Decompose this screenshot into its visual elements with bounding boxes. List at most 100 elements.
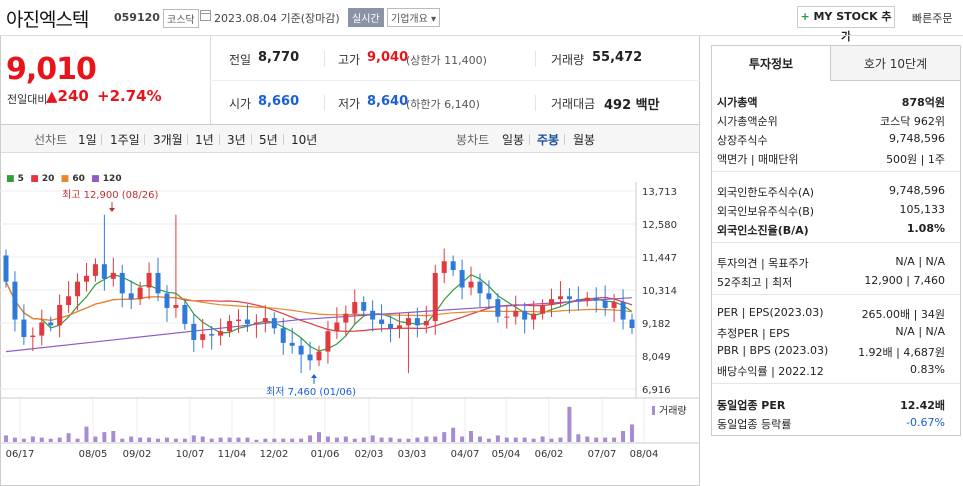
invest-row-key: 외국인보유주식수(B): [717, 205, 815, 218]
volume-bar: [218, 437, 223, 442]
period-sep: [101, 134, 102, 145]
invest-row: 동일업종 등락률 -0.67%: [717, 416, 945, 432]
period-sep: [251, 134, 252, 145]
volume-bar: [621, 431, 626, 442]
invest-row: 동일업종 PER 12.42배: [717, 397, 945, 413]
volume-bar: [504, 437, 509, 442]
volume-bar: [477, 436, 482, 442]
volume-bar: [451, 427, 456, 442]
invest-row-key: 외국인소진율(B/A): [717, 224, 809, 237]
x-tick-label: 08/04: [630, 449, 659, 460]
period-1d[interactable]: 1일: [78, 133, 97, 147]
amount-value: 492 백만: [604, 98, 660, 113]
period-3y[interactable]: 3년: [227, 133, 246, 147]
volume-bar: [182, 438, 187, 442]
invest-row: PER | EPS(2023.03) 265.00배 | 34원: [717, 306, 945, 322]
candle-body: [271, 318, 277, 329]
change-percent: +2.74%: [97, 87, 162, 105]
candle-body: [414, 318, 420, 326]
x-tick-label: 04/07: [451, 449, 480, 460]
period-5y[interactable]: 5년: [259, 133, 278, 147]
candle-daily[interactable]: 일봉: [502, 133, 525, 147]
candle-body: [57, 304, 63, 326]
period-10y[interactable]: 10년: [291, 133, 318, 147]
invest-row: 52주최고 | 최저 12,900 | 7,460: [717, 274, 945, 290]
candle-body: [602, 300, 608, 308]
company-overview-dropdown[interactable]: 기업개요 ▾: [387, 8, 440, 27]
ma60-label: 60: [72, 174, 85, 184]
candle-body: [155, 272, 161, 294]
candle-body: [3, 255, 9, 282]
ma-legend: ■ 5 ■ 20 ■ 60 ■ 120: [6, 174, 122, 184]
volume-bar: [585, 436, 590, 442]
current-price: 9,010: [6, 52, 97, 87]
quick-order-button[interactable]: 빠른주문: [912, 12, 953, 25]
tab-underline: [831, 80, 961, 81]
y-tick-label: 9,182: [642, 319, 671, 330]
realtime-button[interactable]: 실시간: [348, 8, 384, 27]
volume-bar: [290, 438, 295, 442]
period-sep: [219, 134, 220, 145]
candle-weekly[interactable]: 주봉: [537, 133, 560, 147]
volume-bar: [460, 436, 465, 442]
add-mystock-button[interactable]: + MY STOCK 추가: [797, 6, 895, 43]
invest-row: 액면가 | 매매단위 500원 | 1주: [717, 151, 945, 167]
invest-row: 외국인한도주식수(A) 9,748,596: [717, 184, 945, 200]
period-3m[interactable]: 3개월: [153, 133, 183, 147]
stock-code: 059120: [114, 11, 160, 24]
volume-bar: [39, 437, 44, 442]
volume-bar: [102, 432, 107, 442]
candle-body: [388, 323, 394, 329]
x-tick-label: 10/07: [176, 449, 205, 460]
candle-body: [620, 302, 626, 320]
candle-body: [316, 351, 322, 361]
invest-divider: [712, 294, 960, 295]
candle-body: [191, 323, 197, 340]
volume-bar: [245, 437, 250, 442]
invest-divider: [712, 383, 960, 384]
volume-bar: [567, 406, 572, 442]
tab-hoga-10[interactable]: 호가 10단계: [830, 45, 961, 81]
candle-body: [48, 322, 54, 326]
candle-monthly[interactable]: 월봉: [573, 133, 596, 147]
candle-body: [289, 342, 295, 346]
volume-bar: [576, 434, 581, 442]
period-sep: [144, 134, 145, 145]
invest-row-key: 동일업종 PER: [717, 399, 786, 412]
candle-body: [146, 272, 152, 288]
candle-body: [370, 310, 376, 320]
x-axis: 06/17 08/05 09/02 10/07 11/04 12/02 01/06 02/03…: [6, 449, 659, 460]
volume-bar: [21, 438, 26, 442]
period-sep: [283, 134, 284, 145]
candle-body: [30, 335, 36, 338]
low-arrow-head-icon: [311, 374, 317, 378]
volume-bar: [129, 436, 134, 442]
invest-row: 배당수익률 | 2022.12 0.83%: [717, 363, 945, 379]
volume-bar: [603, 437, 608, 442]
volume-bar: [334, 437, 339, 442]
invest-row-key: 시가총액: [717, 96, 758, 109]
price-chart[interactable]: 13,71312,58011,44710,3149,1828,0496,916 …: [0, 170, 700, 470]
invest-row: 추정PER | EPS N/A | N/A: [717, 325, 945, 341]
candle-body: [584, 297, 590, 301]
candle-body: [361, 302, 367, 311]
volume-bar: [469, 431, 474, 442]
invest-row-key: 동일업종 등락률: [717, 418, 792, 431]
period-1w[interactable]: 1주일: [110, 133, 140, 147]
candle-body: [468, 281, 474, 288]
low-value: 8,640: [367, 94, 409, 109]
volume-bar: [612, 437, 617, 442]
candle-body: [101, 264, 107, 279]
volume-bar: [191, 435, 196, 442]
invest-row-key: 배당수익률 | 2022.12: [717, 365, 824, 378]
invest-row-value: 878억원: [901, 96, 945, 109]
quote-row-divider: [210, 80, 700, 81]
candle-body: [325, 331, 331, 352]
invest-divider: [712, 242, 960, 243]
x-tick-label: 07/07: [588, 449, 617, 460]
ma20-line: [5, 281, 633, 332]
invest-row-key: 시가총액순위: [717, 115, 778, 128]
period-1y[interactable]: 1년: [195, 133, 214, 147]
y-axis: 13,713 12,580 11,447 10,314 9,182 8,049 6,916: [642, 187, 677, 396]
tab-invest-info[interactable]: 투자정보: [711, 45, 831, 81]
